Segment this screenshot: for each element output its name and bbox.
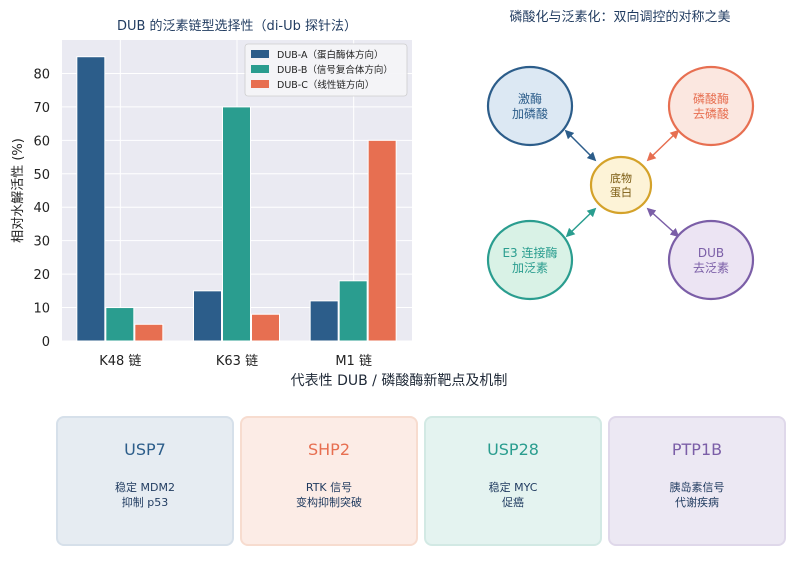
- target-name: USP7: [124, 440, 166, 459]
- bidirectional-arrow: [646, 129, 680, 162]
- y-tick-label: 40: [33, 201, 50, 216]
- legend-label: DUB-C（线性链方向）: [277, 79, 374, 91]
- bidirectional-arrow: [564, 129, 597, 162]
- target-card-usp7: USP7 稳定 MDM2 抑制 p53: [56, 416, 234, 546]
- enzyme-node: [667, 219, 755, 301]
- legend-label: DUB-A（蛋白酶体方向）: [277, 49, 384, 61]
- x-tick-label: M1 链: [335, 354, 372, 369]
- legend-swatch: [251, 50, 269, 58]
- substrate-node-label: 底物: [610, 171, 632, 185]
- target-mechanism: 胰岛素信号 代谢疾病: [669, 481, 725, 509]
- target-card-shp2: SHP2 RTK 信号 变构抑制突破: [240, 416, 418, 546]
- target-card-usp28: USP28 稳定 MYC 促癌: [424, 416, 602, 546]
- enzyme-node-label: DUB: [698, 246, 724, 260]
- bidirectional-arrow: [565, 207, 597, 238]
- bar: [105, 307, 135, 342]
- bar: [251, 313, 280, 342]
- substrate-node: [589, 155, 653, 215]
- enzyme-node: [486, 219, 574, 301]
- enzyme-node: [667, 65, 755, 147]
- target-mechanism: 稳定 MYC 促癌: [488, 481, 538, 509]
- x-tick-label: K48 链: [99, 354, 141, 369]
- bar: [134, 323, 164, 342]
- y-tick-label: 0: [42, 335, 50, 350]
- x-tick-label: K63 链: [216, 354, 258, 369]
- bar: [76, 56, 106, 342]
- bidirectional-arrow: [646, 207, 680, 238]
- legend-box: [244, 43, 408, 97]
- y-tick-label: 20: [33, 268, 50, 283]
- enzyme-node: [486, 65, 574, 147]
- targets-section-title: 代表性 DUB / 磷酸酶新靶点及机制: [290, 373, 508, 389]
- y-tick-label: 80: [33, 67, 50, 82]
- target-name: PTP1B: [671, 440, 723, 459]
- enzyme-node-label: 去磷酸: [693, 106, 729, 121]
- y-tick-label: 10: [33, 302, 50, 317]
- target-name: SHP2: [307, 440, 350, 459]
- enzyme-node-label: E3 连接酶: [502, 245, 557, 260]
- legend-swatch: [251, 65, 269, 73]
- enzyme-node-label: 去泛素: [693, 261, 729, 275]
- chart-title: DUB 的泛素链型选择性（di-Ub 探针法）: [117, 18, 357, 34]
- enzyme-node-label: 激酶: [518, 91, 542, 106]
- enzyme-node-label: 磷酸酶: [693, 91, 729, 106]
- legend-label: DUB-B（信号复合体方向）: [277, 64, 393, 76]
- bar: [309, 300, 339, 342]
- y-tick-label: 30: [33, 235, 50, 250]
- bar-chart: 0 10 20 30 40 50 60 70 80 K48 链 K63 链 M1 链 DUB 的泛素链型…: [11, 18, 412, 369]
- bar: [367, 139, 397, 342]
- target-name: USP28: [487, 440, 539, 459]
- y-axis-label: 相对水解活性 (%): [11, 138, 26, 243]
- bar: [338, 280, 368, 342]
- y-tick-label: 50: [33, 168, 50, 183]
- y-tick-label: 60: [33, 134, 50, 149]
- target-card-ptp1b: PTP1B 胰岛素信号 代谢疾病: [608, 416, 786, 546]
- y-tick-label: 70: [33, 101, 50, 116]
- substrate-node-label: 蛋白: [610, 185, 632, 199]
- target-mechanism: 稳定 MDM2 抑制 p53: [115, 481, 175, 509]
- enzyme-node-label: 加磷酸: [512, 106, 548, 121]
- bar: [193, 290, 222, 342]
- enzyme-node-label: 加泛素: [512, 261, 548, 275]
- legend-swatch: [251, 80, 269, 88]
- diagram-title: 磷酸化与泛素化：双向调控的对称之美: [509, 9, 730, 25]
- target-mechanism: RTK 信号 变构抑制突破: [296, 481, 362, 509]
- legend: DUB-A（蛋白酶体方向） DUB-B（信号复合体方向） DUB-C（线性链方向）: [244, 43, 408, 97]
- bar: [222, 106, 251, 342]
